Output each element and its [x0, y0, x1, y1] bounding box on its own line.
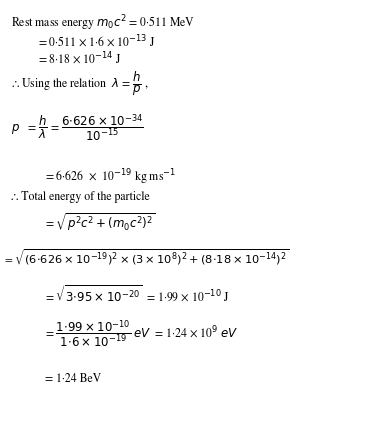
Text: $p$   = $\dfrac{h}{\lambda}$ = $\dfrac{6{\cdot}626\times10^{-34}}{10^{-15}}$: $p$ = $\dfrac{h}{\lambda}$ = $\dfrac{6{\…	[12, 113, 144, 144]
Text: = $\dfrac{1{\cdot}99\times10^{-10}}{1{\cdot}6\times10^{-19}}$ $eV$  = 1·24 × 10$: = $\dfrac{1{\cdot}99\times10^{-10}}{1{\c…	[45, 318, 238, 349]
Text: = $\sqrt{(6{\cdot}626\times10^{-19})^2\times(3\times10^{8})^2+(8{\cdot}18\times1: = $\sqrt{(6{\cdot}626\times10^{-19})^2\t…	[4, 247, 289, 267]
Text: = 0·511 × 1·6 × 10$^{-13}$ J: = 0·511 × 1·6 × 10$^{-13}$ J	[38, 33, 156, 49]
Text: ∴ Total energy of the particle: ∴ Total energy of the particle	[12, 191, 150, 203]
Text: = $\sqrt{3{\cdot}95\times10^{-20}}$  = 1·99 × 10$^{-10}$ J: = $\sqrt{3{\cdot}95\times10^{-20}}$ = 1·…	[45, 284, 230, 305]
Text: = 8·18 × 10$^{-14}$ J: = 8·18 × 10$^{-14}$ J	[38, 51, 121, 67]
Text: = 6·626  ×  10$^{-19}$ kg ms$^{-1}$: = 6·626 × 10$^{-19}$ kg ms$^{-1}$	[45, 168, 176, 187]
Text: = $\sqrt{p^2c^2 + (m_0c^2)^2}$: = $\sqrt{p^2c^2 + (m_0c^2)^2}$	[45, 212, 156, 234]
Text: ∴ Using the relation  $\lambda$ = $\dfrac{h}{p}$ ,: ∴ Using the relation $\lambda$ = $\dfrac…	[12, 70, 149, 98]
Text: Rest mass energy $m_0c^2$ = 0·511 MeV: Rest mass energy $m_0c^2$ = 0·511 MeV	[12, 13, 195, 33]
Text: = 1·24 BeV: = 1·24 BeV	[45, 374, 101, 385]
